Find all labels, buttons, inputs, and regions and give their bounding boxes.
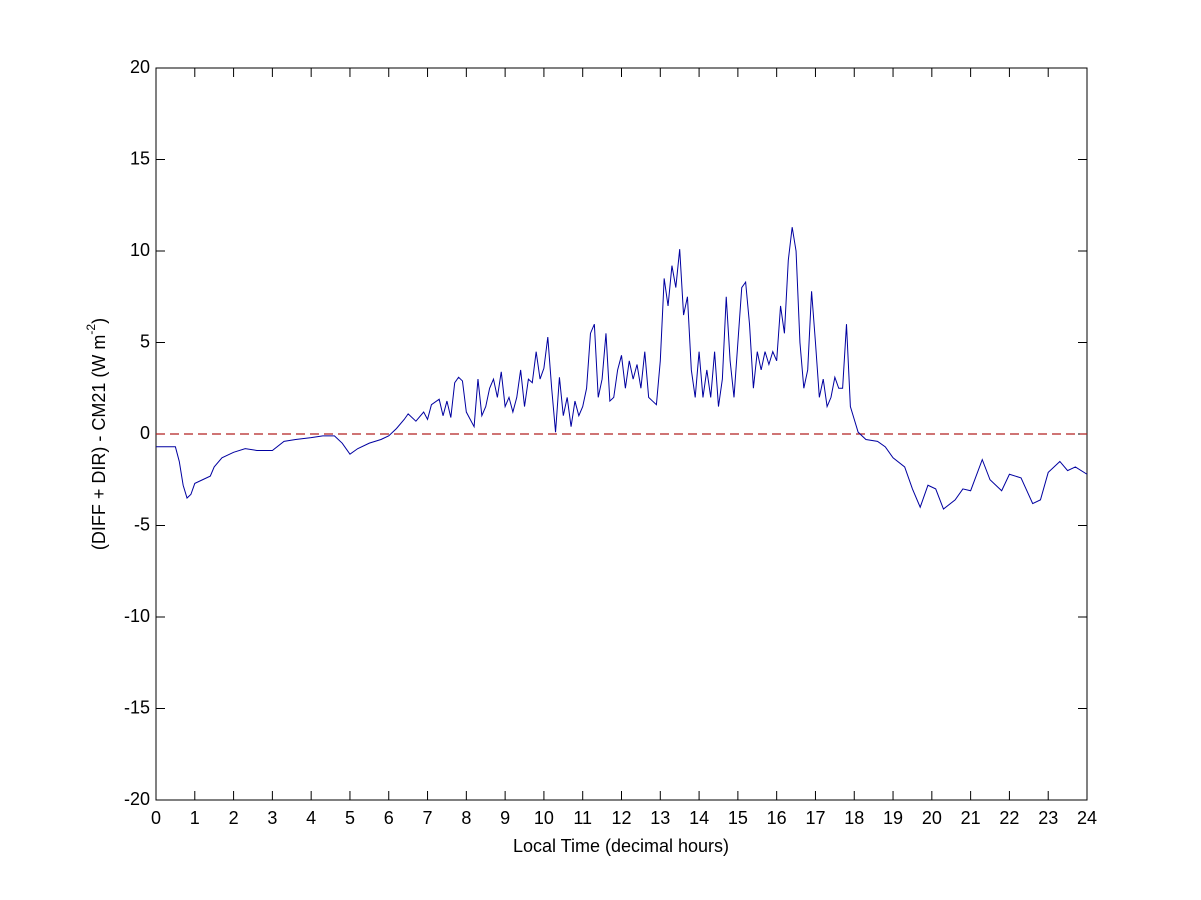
x-tick-label: 16 [767, 808, 787, 828]
x-tick-label: 10 [534, 808, 554, 828]
x-tick-label: 23 [1038, 808, 1058, 828]
x-tick-label: 24 [1077, 808, 1097, 828]
y-tick-label: -20 [124, 789, 150, 809]
y-tick-label: -10 [124, 606, 150, 626]
x-tick-label: 12 [611, 808, 631, 828]
x-axis-label: Local Time (decimal hours) [513, 836, 729, 856]
y-tick-label: 10 [130, 240, 150, 260]
x-tick-label: 15 [728, 808, 748, 828]
y-axis-label: (DIFF + DIR) - CM21 (W m-2) [84, 318, 109, 550]
x-tick-label: 20 [922, 808, 942, 828]
y-tick-label: 5 [140, 331, 150, 351]
x-tick-label: 3 [267, 808, 277, 828]
x-tick-label: 2 [229, 808, 239, 828]
y-label-suffix: ) [89, 318, 109, 324]
y-tick-label: 0 [140, 423, 150, 443]
x-tick-label: 6 [384, 808, 394, 828]
x-tick-label: 14 [689, 808, 709, 828]
y-tick-label: -15 [124, 697, 150, 717]
x-tick-label: 1 [190, 808, 200, 828]
x-tick-label: 9 [500, 808, 510, 828]
x-tick-label: 11 [573, 808, 592, 828]
x-tick-label: 18 [844, 808, 864, 828]
y-tick-label: -5 [134, 514, 150, 534]
x-tick-label: 7 [423, 808, 433, 828]
x-tick-label: 0 [151, 808, 161, 828]
x-tick-label: 19 [883, 808, 903, 828]
x-tick-label: 13 [650, 808, 670, 828]
x-tick-label: 17 [805, 808, 825, 828]
x-tick-label: 4 [306, 808, 316, 828]
x-tick-label: 21 [961, 808, 981, 828]
y-label-sup: -2 [84, 324, 98, 335]
data-line [156, 227, 1088, 510]
y-tick-label: 20 [130, 57, 150, 77]
x-tick-label: 8 [461, 808, 471, 828]
y-tick-label: 15 [130, 148, 150, 168]
y-label-main: (DIFF + DIR) - CM21 (W m [89, 335, 109, 550]
x-tick-label: 5 [345, 808, 355, 828]
x-tick-label: 22 [999, 808, 1019, 828]
